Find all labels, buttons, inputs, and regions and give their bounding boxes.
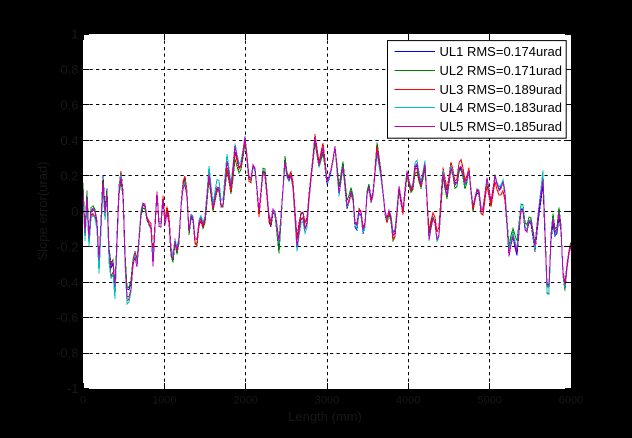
svg-text:0: 0 xyxy=(71,204,78,219)
svg-text:-0.4: -0.4 xyxy=(56,275,78,290)
svg-text:-1: -1 xyxy=(67,381,79,396)
svg-text:UL2 RMS=0.171urad: UL2 RMS=0.171urad xyxy=(440,63,563,78)
svg-text:UL5 RMS=0.185urad: UL5 RMS=0.185urad xyxy=(440,119,563,134)
svg-text:-0.8: -0.8 xyxy=(56,346,78,361)
svg-text:UL1 RMS=0.174urad: UL1 RMS=0.174urad xyxy=(440,44,563,59)
svg-text:5000: 5000 xyxy=(477,395,501,407)
svg-text:1: 1 xyxy=(71,27,78,42)
svg-text:3000: 3000 xyxy=(315,395,339,407)
svg-text:Length (mm): Length (mm) xyxy=(288,409,362,424)
svg-text:-0.6: -0.6 xyxy=(56,310,78,325)
svg-text:0.8: 0.8 xyxy=(60,62,78,77)
svg-text:6000: 6000 xyxy=(559,395,583,407)
svg-text:UL4 RMS=0.183urad: UL4 RMS=0.183urad xyxy=(440,100,563,115)
svg-text:2000: 2000 xyxy=(233,395,257,407)
svg-text:Slope error(urad): Slope error(urad) xyxy=(35,162,50,261)
svg-text:4000: 4000 xyxy=(396,395,420,407)
svg-text:0.2: 0.2 xyxy=(60,168,78,183)
svg-text:-0.2: -0.2 xyxy=(56,239,78,254)
svg-text:0.6: 0.6 xyxy=(60,98,78,113)
svg-text:UL3 RMS=0.189urad: UL3 RMS=0.189urad xyxy=(440,82,563,97)
svg-text:0.4: 0.4 xyxy=(60,133,78,148)
svg-text:0: 0 xyxy=(80,395,86,407)
svg-text:1000: 1000 xyxy=(152,395,176,407)
